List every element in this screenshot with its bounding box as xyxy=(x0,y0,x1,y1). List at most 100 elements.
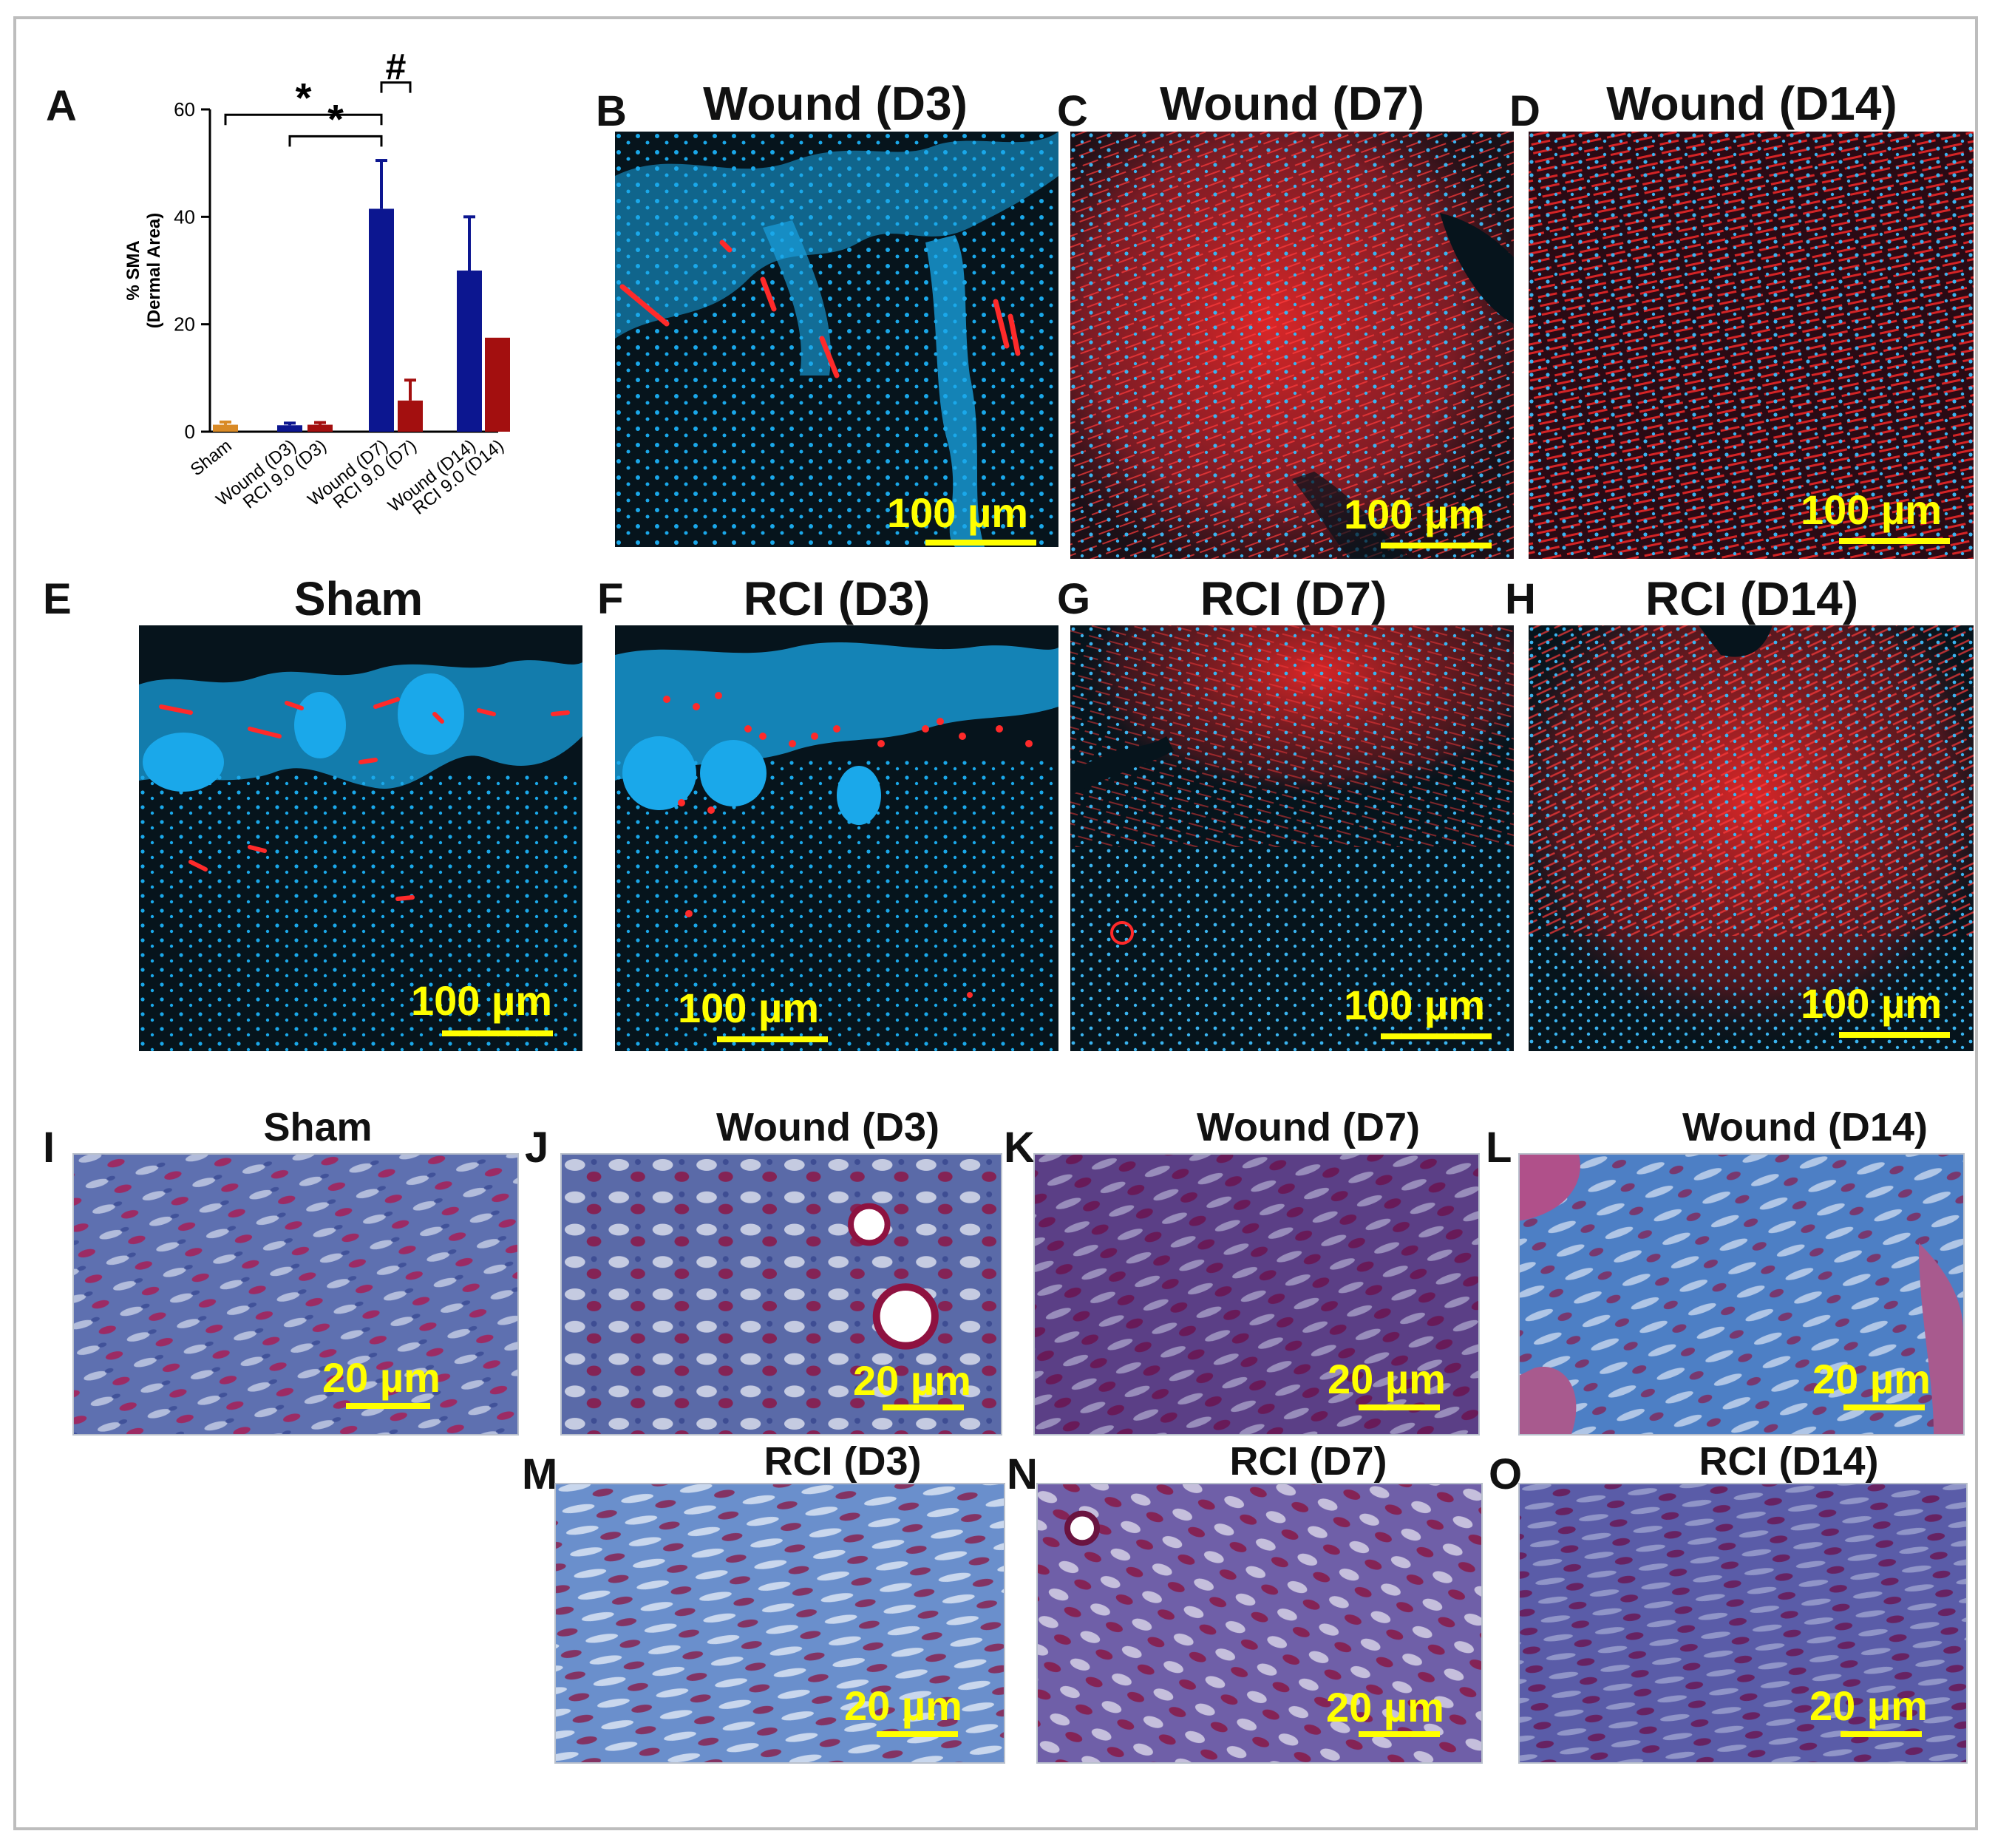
trichrome-image-n: 20 µm xyxy=(1036,1483,1483,1764)
scale-label-k: 20 µm xyxy=(1328,1356,1446,1402)
panel-title-k: Wound (D7) xyxy=(1197,1105,1420,1149)
panel-label-b: B xyxy=(596,87,627,135)
bar xyxy=(369,208,394,432)
trichrome-k-graphic xyxy=(1035,1155,1478,1434)
scale-bar-i xyxy=(346,1403,430,1409)
panel-label-j: J xyxy=(525,1124,549,1172)
significance-marker: * xyxy=(296,74,312,120)
scale-bar-m xyxy=(877,1731,958,1737)
scale-bar-e xyxy=(442,1030,553,1036)
scale-bar-d xyxy=(1839,538,1950,544)
panel-title-j: Wound (D3) xyxy=(716,1105,939,1149)
trichrome-image-o: 20 µm xyxy=(1518,1483,1968,1764)
scale-label-f: 100 µm xyxy=(678,985,820,1031)
tissue-b-graphic xyxy=(615,132,1058,547)
fluorescence-image-g: 100 µm xyxy=(1070,625,1514,1051)
trichrome-i-graphic xyxy=(74,1155,517,1434)
fluorescence-image-c: 100 µm xyxy=(1070,132,1514,559)
panel-label-i: I xyxy=(43,1124,55,1172)
y-tick-label: 20 xyxy=(174,313,195,336)
panel-label-a: A xyxy=(46,82,77,130)
y-axis-label: (Dermal Area) xyxy=(144,213,164,329)
panel-title-f: RCI (D3) xyxy=(743,572,931,625)
bar xyxy=(213,424,238,432)
panel-title-g: RCI (D7) xyxy=(1200,572,1387,625)
panel-label-e: E xyxy=(43,575,72,623)
tissue-f-graphic xyxy=(615,642,1058,1051)
bar xyxy=(457,271,482,432)
panel-title-o: RCI (D14) xyxy=(1699,1439,1879,1484)
scale-label-c: 100 µm xyxy=(1344,491,1486,537)
y-tick-label: 0 xyxy=(185,421,195,443)
scale-label-g: 100 µm xyxy=(1344,982,1486,1028)
panel-label-n: N xyxy=(1007,1450,1038,1498)
significance-bracket xyxy=(224,113,383,126)
scale-label-j: 20 µm xyxy=(853,1357,971,1404)
panel-label-g: G xyxy=(1057,575,1091,623)
panel-title-c: Wound (D7) xyxy=(1160,77,1424,130)
fluorescence-image-d: 100 µm xyxy=(1529,132,1974,559)
trichrome-image-j: 20 µm xyxy=(560,1153,1002,1436)
panel-title-n: RCI (D7) xyxy=(1229,1439,1387,1484)
y-tick-label: 60 xyxy=(174,98,195,120)
scale-label-h: 100 µm xyxy=(1801,980,1943,1027)
figure-border xyxy=(13,16,1978,1830)
y-tick-label: 40 xyxy=(174,205,195,228)
trichrome-o-graphic xyxy=(1520,1484,1966,1762)
scale-label-b: 100 µm xyxy=(887,489,1029,536)
panel-label-d: D xyxy=(1509,87,1540,135)
significance-marker: * xyxy=(327,95,344,142)
scale-label-n: 20 µm xyxy=(1326,1684,1444,1730)
fluorescence-image-h: 100 µm xyxy=(1529,625,1974,1051)
panel-label-m: M xyxy=(522,1450,558,1498)
scale-bar-j xyxy=(883,1404,964,1410)
panel-label-k: K xyxy=(1004,1124,1035,1172)
significance-bracket xyxy=(380,81,412,93)
trichrome-image-i: 20 µm xyxy=(72,1153,519,1436)
trichrome-image-l: 20 µm xyxy=(1518,1153,1965,1436)
scale-bar-b xyxy=(925,540,1036,546)
tissue-d-graphic xyxy=(1529,132,1974,559)
scale-bar-k xyxy=(1359,1404,1440,1410)
scale-bar-h xyxy=(1839,1032,1950,1038)
y-axis-label: % SMA xyxy=(123,240,143,300)
tissue-g-graphic xyxy=(1070,625,1514,1051)
scale-label-o: 20 µm xyxy=(1809,1682,1928,1729)
trichrome-j-graphic xyxy=(562,1155,1001,1434)
scale-bar-n xyxy=(1359,1731,1440,1737)
panel-title-e: Sham xyxy=(293,572,424,625)
panel-title-b: Wound (D3) xyxy=(703,77,968,130)
bar xyxy=(277,425,302,432)
panel-title-h: RCI (D14) xyxy=(1645,572,1859,625)
bar xyxy=(485,337,510,432)
panel-label-o: O xyxy=(1489,1450,1523,1498)
tissue-e-graphic xyxy=(139,660,582,1051)
fluorescence-image-e: 100 µm xyxy=(139,625,582,1051)
scale-label-m: 20 µm xyxy=(844,1682,962,1729)
panel-label-c: C xyxy=(1057,87,1088,135)
scale-label-d: 100 µm xyxy=(1801,486,1943,533)
trichrome-image-m: 20 µm xyxy=(554,1483,1005,1764)
tissue-c-graphic xyxy=(1070,132,1514,559)
scale-bar-o xyxy=(1841,1731,1922,1737)
scale-bar-l xyxy=(1843,1404,1925,1410)
scale-label-l: 20 µm xyxy=(1812,1356,1931,1402)
panel-title-d: Wound (D14) xyxy=(1606,77,1897,130)
significance-bracket xyxy=(288,135,383,147)
fluorescence-image-f: 100 µm xyxy=(615,625,1058,1051)
significance-marker: # xyxy=(386,47,407,88)
trichrome-m-graphic xyxy=(556,1484,1004,1762)
trichrome-l-graphic xyxy=(1520,1155,1963,1434)
scale-bar-g xyxy=(1381,1033,1492,1039)
scale-bar-c xyxy=(1381,543,1492,548)
panel-title-m: RCI (D3) xyxy=(764,1439,922,1484)
panel-label-l: L xyxy=(1486,1124,1512,1172)
tissue-h-graphic xyxy=(1529,625,1974,1051)
scale-label-e: 100 µm xyxy=(411,977,553,1024)
panel-title-i: Sham xyxy=(263,1105,373,1149)
bar xyxy=(398,400,423,432)
panel-label-h: H xyxy=(1505,575,1536,623)
panel-title-l: Wound (D14) xyxy=(1682,1105,1928,1149)
